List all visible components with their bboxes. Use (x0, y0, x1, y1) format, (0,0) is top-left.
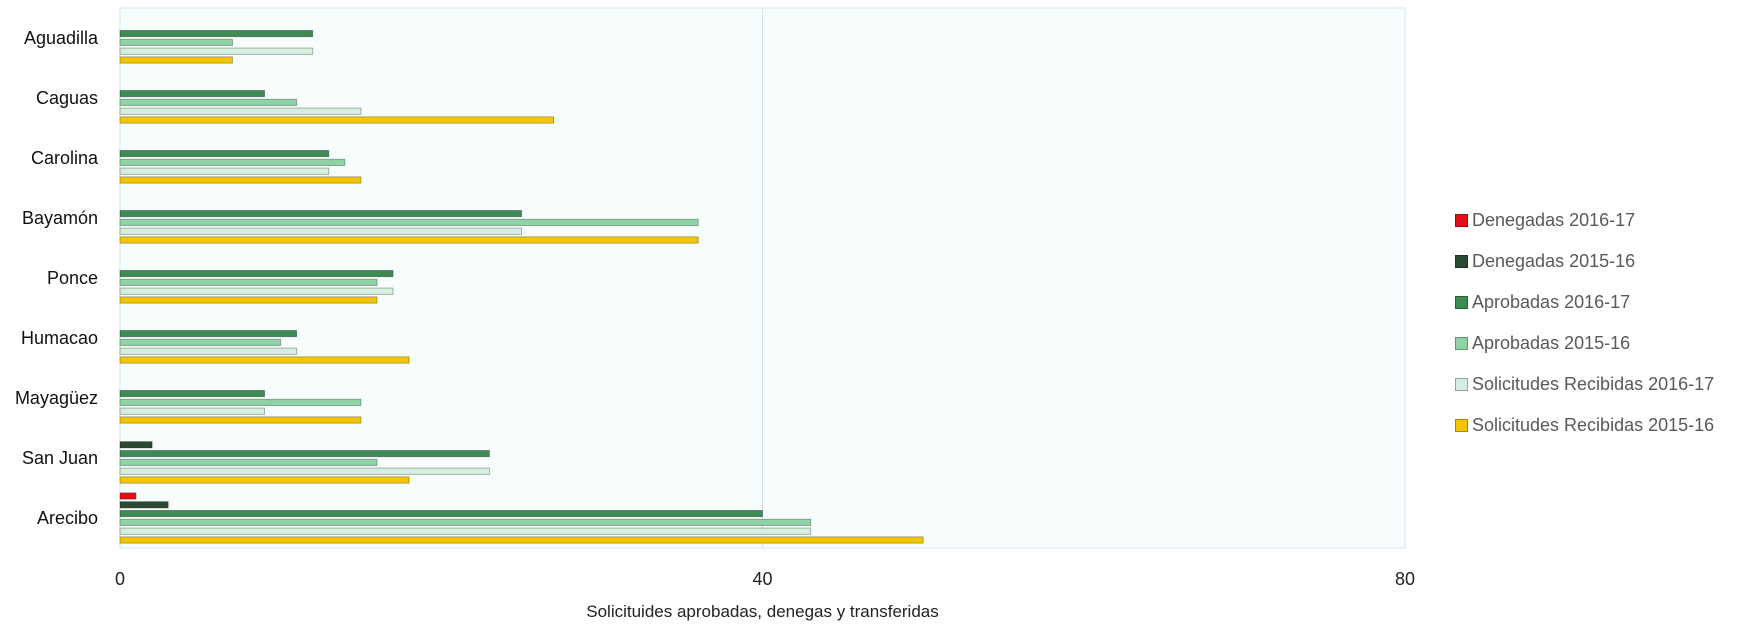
legend-swatch (1455, 378, 1468, 391)
y-tick-label: Aguadilla (24, 28, 99, 48)
bar (119, 90, 265, 98)
legend-item: Denegadas 2015-16 (1455, 241, 1740, 282)
bar (119, 296, 378, 304)
y-tick-label: San Juan (22, 448, 98, 468)
bar (119, 218, 699, 226)
legend-label: Denegadas 2015-16 (1472, 251, 1636, 271)
chart-legend: Denegadas 2016-17 Denegadas 2015-16 Aproba… (1455, 200, 1740, 446)
legend-label: Aprobadas 2015-16 (1472, 333, 1631, 353)
x-tick-label: 40 (752, 569, 772, 589)
legend-item: Aprobadas 2016-17 (1455, 282, 1740, 323)
bar (119, 38, 233, 46)
bar (119, 356, 410, 364)
bar (119, 210, 522, 218)
y-tick-label: Bayamón (22, 208, 98, 228)
legend-swatch (1455, 214, 1468, 227)
bar (119, 458, 378, 466)
legend-item: Solicitudes Recibidas 2016-17 (1455, 364, 1740, 405)
bar (119, 398, 362, 406)
bar (119, 492, 137, 500)
y-tick-label: Arecibo (37, 508, 98, 528)
bar (119, 330, 298, 338)
bar (119, 536, 924, 544)
y-tick-label: Carolina (31, 148, 99, 168)
bar (119, 158, 346, 166)
x-tick-label: 0 (115, 569, 125, 589)
bar (119, 30, 314, 38)
bar (119, 150, 330, 158)
legend-swatch (1455, 419, 1468, 432)
bar (119, 47, 314, 55)
x-tick-label: 80 (1395, 569, 1415, 589)
bar (119, 338, 282, 346)
bar (119, 287, 394, 295)
bar (119, 227, 522, 235)
y-tick-label: Mayagüez (15, 388, 98, 408)
y-tick-label: Ponce (47, 268, 98, 288)
legend-label: Denegadas 2016-17 (1472, 210, 1636, 230)
bar (119, 347, 298, 355)
bar (119, 107, 362, 115)
legend-swatch (1455, 337, 1468, 350)
bar (119, 278, 378, 286)
legend-label: Aprobadas 2016-17 (1472, 292, 1631, 312)
bar (119, 98, 298, 106)
bar (119, 167, 330, 175)
bar (119, 236, 699, 244)
bar (119, 510, 763, 518)
bar (119, 527, 812, 535)
bar (119, 441, 153, 449)
bar (119, 270, 394, 278)
bar (119, 416, 362, 424)
legend-label: Solicitudes Recibidas 2016-17 (1472, 374, 1715, 394)
y-tick-label: Caguas (36, 88, 98, 108)
legend-item: Solicitudes Recibidas 2015-16 (1455, 405, 1740, 446)
bar (119, 390, 265, 398)
legend-item: Aprobadas 2015-16 (1455, 323, 1740, 364)
bar (119, 476, 410, 484)
bar (119, 518, 812, 526)
legend-label: Solicitudes Recibidas 2015-16 (1472, 415, 1715, 435)
x-axis-title: Solicituides aprobadas, denegas y transf… (586, 602, 939, 621)
bar (119, 450, 490, 458)
bar (119, 467, 490, 475)
bar (119, 56, 233, 64)
bar (119, 501, 169, 509)
legend-swatch (1455, 255, 1468, 268)
legend-swatch (1455, 296, 1468, 309)
legend-item: Denegadas 2016-17 (1455, 200, 1740, 241)
y-tick-label: Humacao (21, 328, 98, 348)
bar (119, 407, 265, 415)
bar (119, 116, 555, 124)
bar (119, 176, 362, 184)
